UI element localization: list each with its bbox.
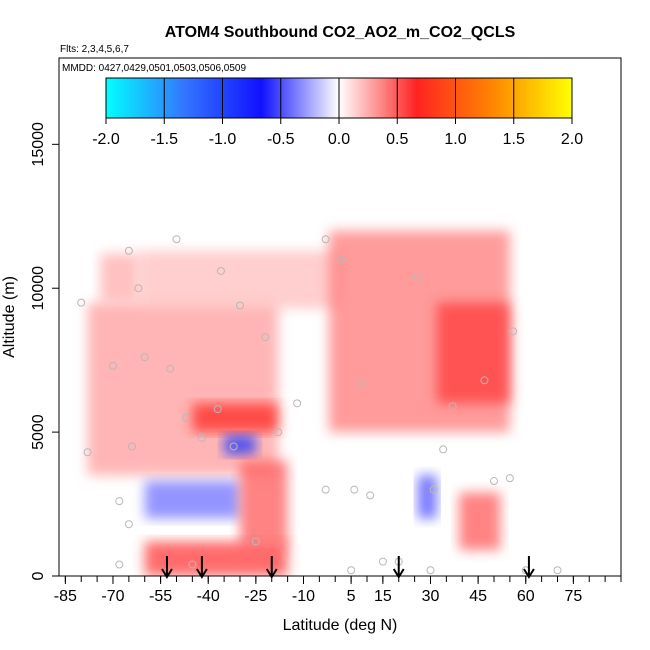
x-tick-label: 75: [564, 588, 582, 605]
colorbar-tick-label: -1.5: [150, 131, 178, 148]
sample-point: [274, 428, 283, 437]
sample-point: [321, 235, 330, 244]
colorbar-tick-label: 0.5: [386, 131, 408, 148]
sample-point: [426, 566, 435, 575]
flight-marker-arrow: [523, 556, 535, 579]
x-tick-label: -70: [101, 588, 124, 605]
sample-point: [213, 405, 222, 414]
heatmap-region-10: [239, 460, 288, 548]
sample-point: [347, 566, 356, 575]
sample-point: [429, 485, 438, 494]
sample-point: [108, 361, 117, 370]
colorbar-tick-label: 0.0: [328, 131, 350, 148]
sample-point: [197, 433, 206, 442]
y-axis: 0 5000 10000 15000: [30, 122, 59, 580]
x-tick-label: -40: [197, 588, 220, 605]
sample-point: [124, 246, 133, 255]
sample-point: [356, 379, 365, 388]
x-tick-label: -10: [292, 588, 315, 605]
colorbar: -2.0 -1.5 -1.0 -0.5 0.0 0.5 1.0 1.5 2.0: [92, 77, 583, 148]
sample-point: [366, 491, 375, 500]
x-tick-label: 15: [374, 588, 392, 605]
x-tick-label: 5: [347, 588, 356, 605]
heatmap-regions: [87, 230, 510, 576]
plot-frame: [58, 57, 622, 577]
sample-point: [337, 255, 346, 264]
sample-point: [134, 284, 143, 293]
sample-point: [182, 413, 191, 422]
flight-markers: [161, 556, 535, 579]
x-axis: -85 -70 -55 -40 -25 -10 5 15 30 45 60 75: [54, 576, 622, 605]
colorbar-tick-label: 1.0: [444, 131, 466, 148]
chart-subtitle: Flts: 2,3,4,5,6,7: [60, 44, 129, 55]
plot-area: [58, 57, 622, 579]
sample-point: [172, 235, 181, 244]
sample-point: [115, 497, 124, 506]
heatmap-region-1: [138, 250, 342, 309]
y-tick-label: 5000: [30, 414, 47, 450]
heatmap-region-5: [192, 403, 279, 433]
sample-point: [235, 301, 244, 310]
flight-marker-arrow: [196, 556, 208, 579]
colorbar-tick-label: 1.5: [503, 131, 525, 148]
sample-point: [128, 442, 137, 451]
colorbar-tick-label: 2.0: [561, 131, 583, 148]
x-tick-label: -55: [149, 588, 172, 605]
x-tick-label: -85: [54, 588, 77, 605]
y-tick-label: 0: [30, 571, 47, 580]
sample-point: [188, 560, 197, 569]
sample-point: [229, 442, 238, 451]
sample-point: [83, 448, 92, 457]
heatmap-region-4: [436, 302, 510, 404]
y-axis-label: Altitude (m): [1, 276, 18, 358]
x-tick-label: 60: [517, 588, 535, 605]
x-tick-label: 45: [469, 588, 487, 605]
sample-point: [293, 399, 302, 408]
sample-point: [489, 477, 498, 486]
chart-annotation: MMDD: 0427,0429,0501,0503,0506,0509: [62, 63, 246, 74]
x-tick-label: 30: [422, 588, 440, 605]
sample-point: [439, 445, 448, 454]
sample-point: [321, 485, 330, 494]
colorbar-tick-label: -1.0: [209, 131, 237, 148]
y-tick-label: 10000: [30, 266, 47, 311]
sample-point: [480, 376, 489, 385]
heatmap-region-2: [100, 253, 139, 303]
heatmap-region-7: [224, 434, 256, 456]
x-axis-label: Latitude (deg N): [283, 617, 398, 634]
sample-point: [505, 474, 514, 483]
colorbar-tick-label: -0.5: [267, 131, 295, 148]
colorbar-tick-label: -2.0: [92, 131, 120, 148]
sample-point: [261, 333, 270, 342]
sample-point: [448, 402, 457, 411]
y-tick-label: 15000: [30, 122, 47, 167]
chart-title: ATOM4 Southbound CO2_AO2_m_CO2_QCLS: [165, 24, 516, 41]
flight-marker-arrow: [161, 556, 173, 579]
sample-point: [378, 557, 387, 566]
sample-point: [251, 537, 260, 546]
sample-point: [140, 353, 149, 362]
sample-point: [413, 272, 422, 281]
heatmap-region-6: [144, 481, 240, 519]
sample-point: [124, 520, 133, 529]
sample-point: [350, 485, 359, 494]
sample-point: [166, 364, 175, 373]
heatmap-region-11: [459, 492, 501, 551]
sample-point: [509, 327, 518, 336]
sample-point: [553, 566, 562, 575]
x-tick-label: -25: [244, 588, 267, 605]
sample-point: [115, 560, 124, 569]
heatmap-region-8: [417, 475, 437, 519]
sample-point: [77, 298, 86, 307]
sample-point: [216, 266, 225, 275]
